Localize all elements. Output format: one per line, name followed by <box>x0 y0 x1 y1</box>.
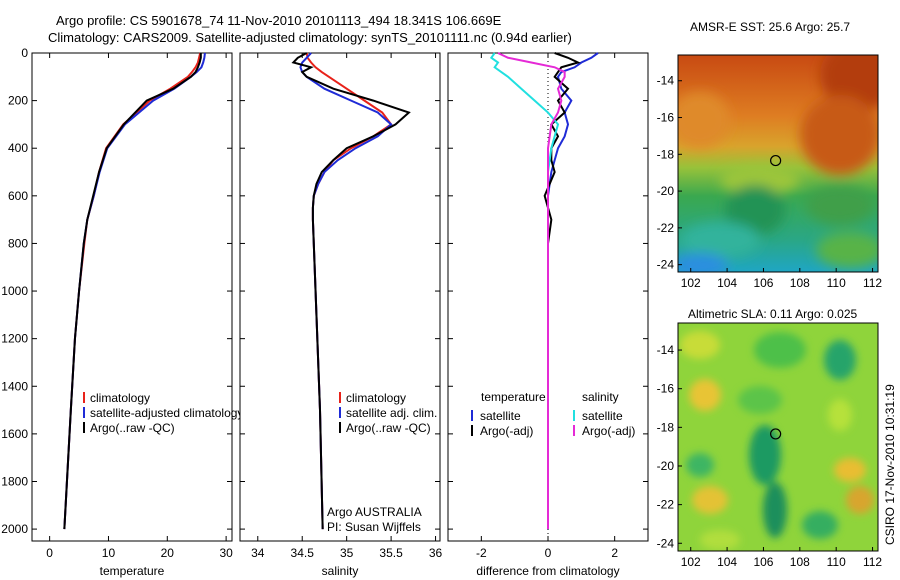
legend-label: satellite-adjusted climatology <box>90 406 243 420</box>
map-xtick-label: 102 <box>681 555 701 569</box>
map-xtick-label: 110 <box>827 276 846 290</box>
temperature-xtick-label: 30 <box>219 546 233 560</box>
depth-tick-label: 600 <box>8 189 28 203</box>
legend-label: Argo(..raw -QC) <box>346 421 431 435</box>
temperature-xtick-label: 10 <box>102 546 116 560</box>
depth-tick-label: 400 <box>8 141 28 155</box>
figure-title-line1: Argo profile: CS 5901678_74 11-Nov-2010 … <box>56 13 502 28</box>
sst-map-field <box>678 55 878 272</box>
map-xtick-label: 108 <box>790 276 810 290</box>
map-ytick-label: -22 <box>657 498 675 512</box>
temperature-xlabel: temperature <box>100 564 165 578</box>
salinity-series-argo-raw-qc- <box>291 52 411 530</box>
salinity-xtick-label: 35.5 <box>379 546 403 560</box>
salinity-xlabel: salinity <box>322 564 359 578</box>
legend-label: Argo(..raw -QC) <box>90 421 175 435</box>
depth-tick-label: 1000 <box>1 284 28 298</box>
legend-label: satellite <box>480 409 521 423</box>
depth-tick-label: 1400 <box>1 379 28 393</box>
map-xtick-label: 112 <box>863 276 882 290</box>
legend-label: Argo(-adj) <box>480 424 533 438</box>
map-xtick-label: 108 <box>790 555 810 569</box>
map-ytick-label: -24 <box>657 258 675 272</box>
legend-label: satellite adj. clim. <box>346 406 437 420</box>
temperature-series-argo-raw-qc- <box>63 53 202 530</box>
depth-tick-label: 1800 <box>1 474 28 488</box>
sla-map-field <box>678 323 878 551</box>
temperature-xtick-label: 0 <box>46 546 53 560</box>
salinity-panel: 34 34.5 35 35.5 36 salinity climatologysatelli… <box>239 52 443 578</box>
salinity-xtick-label: 34.5 <box>291 546 315 560</box>
figure-title-line2: Climatology: CARS2009. Satellite-adjuste… <box>48 30 572 45</box>
depth-tick-label: 0 <box>21 46 28 60</box>
legend-label: climatology <box>90 391 150 405</box>
map-xtick-label: 112 <box>863 555 882 569</box>
map-xtick-label: 104 <box>717 276 737 290</box>
difference-xtick-label: 2 <box>611 546 618 560</box>
sla-map-frame <box>677 322 879 552</box>
sst-map-title: AMSR-E SST: 25.6 Argo: 25.7 <box>690 20 850 34</box>
map-ytick-label: -14 <box>657 343 675 357</box>
map-xtick-label: 102 <box>681 276 701 290</box>
depth-tick-label: 200 <box>8 94 28 108</box>
legend-heading-salinity: salinity <box>582 390 619 404</box>
map-ytick-label: -16 <box>657 111 675 125</box>
salinity-frame <box>239 52 441 542</box>
legend-label: satellite <box>582 409 623 423</box>
map-xtick-label: 104 <box>717 555 737 569</box>
sla-map-title: Altimetric SLA: 0.11 Argo: 0.025 <box>688 307 858 321</box>
difference-legend: temperature salinitysatelliteArgo(-adj)sa… <box>471 390 635 438</box>
map-ytick-label: -18 <box>657 147 675 161</box>
map-ytick-label: -20 <box>657 184 675 198</box>
legend-heading-temperature: temperature <box>481 390 546 404</box>
difference-xtick-label: -2 <box>476 546 487 560</box>
map-xtick-label: 106 <box>753 276 773 290</box>
depth-tick-label: 800 <box>8 236 28 250</box>
annotation-text: PI: Susan Wijffels <box>327 520 421 534</box>
depth-tick-label: 1600 <box>1 427 28 441</box>
sla-argo-marker <box>770 428 782 440</box>
sla-map-axes: 102 104 106 108 110 112 -14 -16 -18 -20 -22 -24 <box>657 343 883 569</box>
difference-panel: -2 0 2 difference from climatology temperatu… <box>447 52 649 578</box>
sst-argo-marker <box>770 154 782 167</box>
temperature-xtick-label: 20 <box>161 546 175 560</box>
map-ytick-label: -22 <box>657 221 675 235</box>
difference-series-salinity-argo-adj- <box>497 52 566 530</box>
map-ytick-label: -18 <box>657 420 675 434</box>
salinity-xtick-label: 35 <box>340 546 354 560</box>
legend-label: climatology <box>346 391 406 405</box>
temperature-frame <box>31 52 233 542</box>
map-ytick-label: -14 <box>657 74 675 88</box>
map-xtick-label: 110 <box>827 555 846 569</box>
map-xtick-label: 106 <box>753 555 773 569</box>
map-ytick-label: -20 <box>657 459 675 473</box>
difference-xlabel: difference from climatology <box>476 564 619 578</box>
salinity-xtick-label: 34 <box>251 546 265 560</box>
side-timestamp-label: CSIRO 17-Nov-2010 10:31:19 <box>883 384 897 545</box>
depth-tick-label: 1200 <box>1 332 28 346</box>
sst-map-axes: 102 104 106 108 110 112 -14 -16 -18 -20 -22 -24 <box>657 74 883 290</box>
annotation-text: Argo AUSTRALIA <box>327 505 422 519</box>
salinity-xtick-label: 36 <box>429 546 443 560</box>
legend-label: Argo(-adj) <box>582 424 635 438</box>
map-ytick-label: -16 <box>657 382 675 396</box>
depth-tick-label: 2000 <box>1 522 28 536</box>
temperature-panel: 0 10 20 30 temperature 0 200 400 600 800 1000 1200 1… <box>1 46 243 578</box>
sst-map-frame <box>677 54 879 273</box>
difference-xtick-label: 0 <box>545 546 552 560</box>
map-ytick-label: -24 <box>657 536 675 550</box>
